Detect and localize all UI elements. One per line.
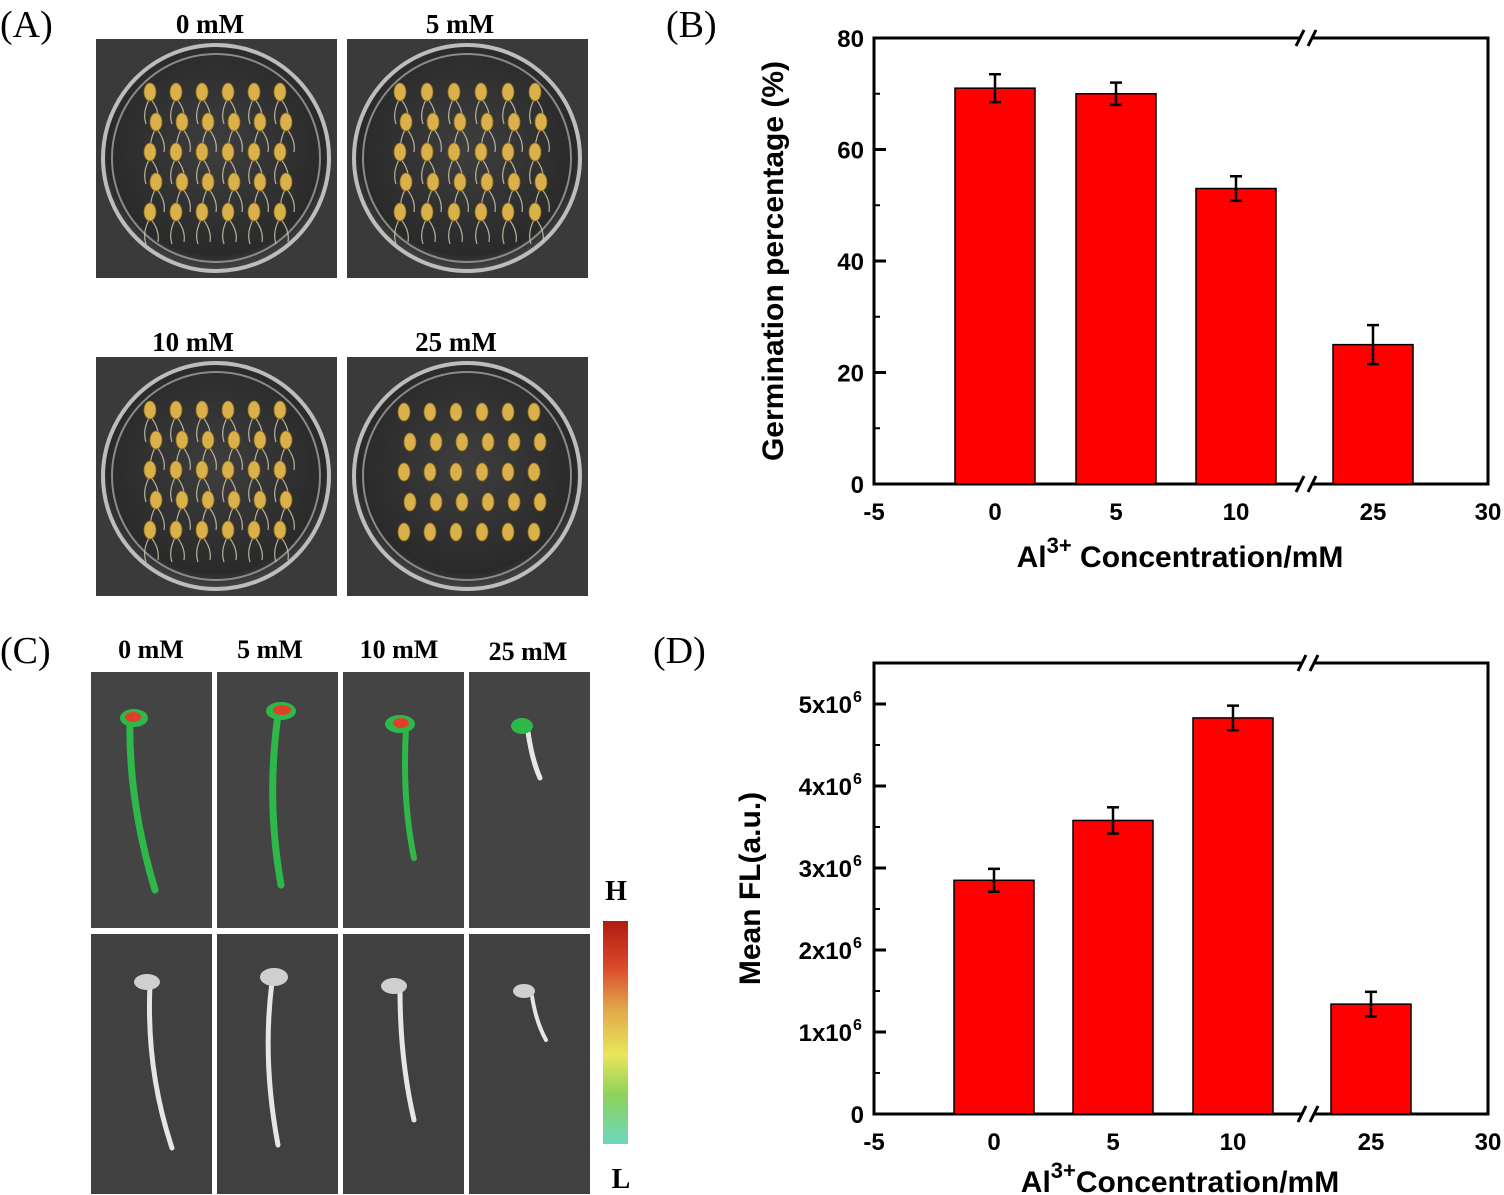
fl-image-25mM	[469, 672, 590, 928]
y-axis-label: Germination percentage (%)	[757, 61, 790, 461]
x-axis-label: Al3+Concentration/mM	[1021, 1158, 1339, 1195]
column-label-25mM: 25 mM	[489, 637, 568, 666]
y-tick-label: 4x10	[799, 774, 852, 801]
bf-image-25mM	[469, 934, 590, 1194]
dish-label-10mM: 10 mM	[152, 327, 234, 357]
column-label-5mM: 5 mM	[237, 635, 303, 664]
x-tick-label: 25	[1360, 499, 1387, 526]
x-tick-label: 10	[1223, 499, 1250, 526]
column-label-10mM: 10 mM	[360, 635, 439, 664]
y-tick-label: 2x10	[799, 938, 852, 965]
panel-label-b: (B)	[666, 4, 717, 46]
y-axis-label: Mean FL(a.u.)	[734, 792, 767, 985]
y-tick-exponent: 6	[853, 689, 862, 706]
seedlings-0mM	[143, 82, 295, 245]
bar-10	[1195, 187, 1277, 485]
x-tick-label: 5	[1109, 499, 1122, 526]
y-tick-exponent: 6	[853, 853, 862, 870]
dish-label-0mM: 0 mM	[176, 9, 244, 39]
y-tick-label: 60	[837, 138, 864, 165]
seedlings-5mM	[393, 82, 550, 245]
x-tick-label: -5	[863, 499, 884, 526]
x-tick-label: 0	[987, 1129, 1000, 1156]
fluorescence-images	[91, 672, 590, 1194]
axis-break-mark	[1294, 475, 1306, 493]
panel-label-c: (C)	[0, 630, 51, 672]
panel-label-a: (A)	[0, 4, 53, 46]
x-tick-label: 30	[1475, 1129, 1502, 1156]
x-tick-label: -5	[863, 1129, 884, 1156]
dish-photo-25mM	[347, 357, 588, 596]
scale-label-high: H	[605, 876, 627, 907]
bar-5	[1072, 819, 1154, 1115]
dish-label-5mM: 5 mM	[426, 9, 494, 39]
scale-label-low: L	[612, 1164, 631, 1195]
y-tick-label: 80	[837, 26, 864, 53]
y-tick-label: 20	[837, 361, 864, 388]
seedlings-10mM	[143, 400, 295, 563]
axis-break-mark	[1308, 1105, 1320, 1123]
dish-photo-0mM	[96, 39, 337, 278]
seedlings-25mM	[397, 402, 547, 542]
y-tick-label: 40	[837, 249, 864, 276]
dish-photo-10mM	[96, 357, 337, 596]
axis-break-mark	[1306, 29, 1318, 47]
axis-break-mark	[1306, 475, 1318, 493]
y-tick-label: 0	[851, 1102, 864, 1129]
bar-25	[1330, 1003, 1412, 1115]
y-tick-exponent: 6	[853, 771, 862, 788]
dish-photo-5mM	[347, 39, 588, 278]
dish-photos	[96, 39, 588, 596]
y-tick-exponent: 6	[853, 1017, 862, 1034]
color-scale-bar	[603, 921, 628, 1144]
axis-break-mark	[1294, 29, 1306, 47]
bar-10	[1192, 717, 1274, 1115]
bar-5	[1075, 93, 1157, 485]
panel-label-d: (D)	[653, 630, 706, 672]
x-tick-label: 5	[1106, 1129, 1119, 1156]
y-tick-label: 5x10	[799, 692, 852, 719]
bar-0	[954, 87, 1036, 485]
plot-frame	[872, 661, 1490, 1116]
x-tick-label: 0	[988, 499, 1001, 526]
column-label-0mM: 0 mM	[118, 635, 184, 664]
bar-0	[953, 879, 1035, 1115]
x-tick-label: 30	[1475, 499, 1502, 526]
y-tick-label: 0	[851, 472, 864, 499]
axis-break-mark	[1296, 654, 1308, 672]
axis-break-mark	[1296, 1105, 1308, 1123]
x-tick-label: 10	[1220, 1129, 1247, 1156]
y-tick-label: 1x10	[799, 1020, 852, 1047]
dish-label-25mM: 25 mM	[415, 327, 497, 357]
bar-25	[1332, 343, 1414, 485]
y-tick-label: 3x10	[799, 856, 852, 883]
y-tick-exponent: 6	[853, 935, 862, 952]
x-axis-label: Al3+ Concentration/mM	[1017, 533, 1344, 574]
axis-break-mark	[1308, 654, 1320, 672]
x-tick-label: 25	[1358, 1129, 1385, 1156]
